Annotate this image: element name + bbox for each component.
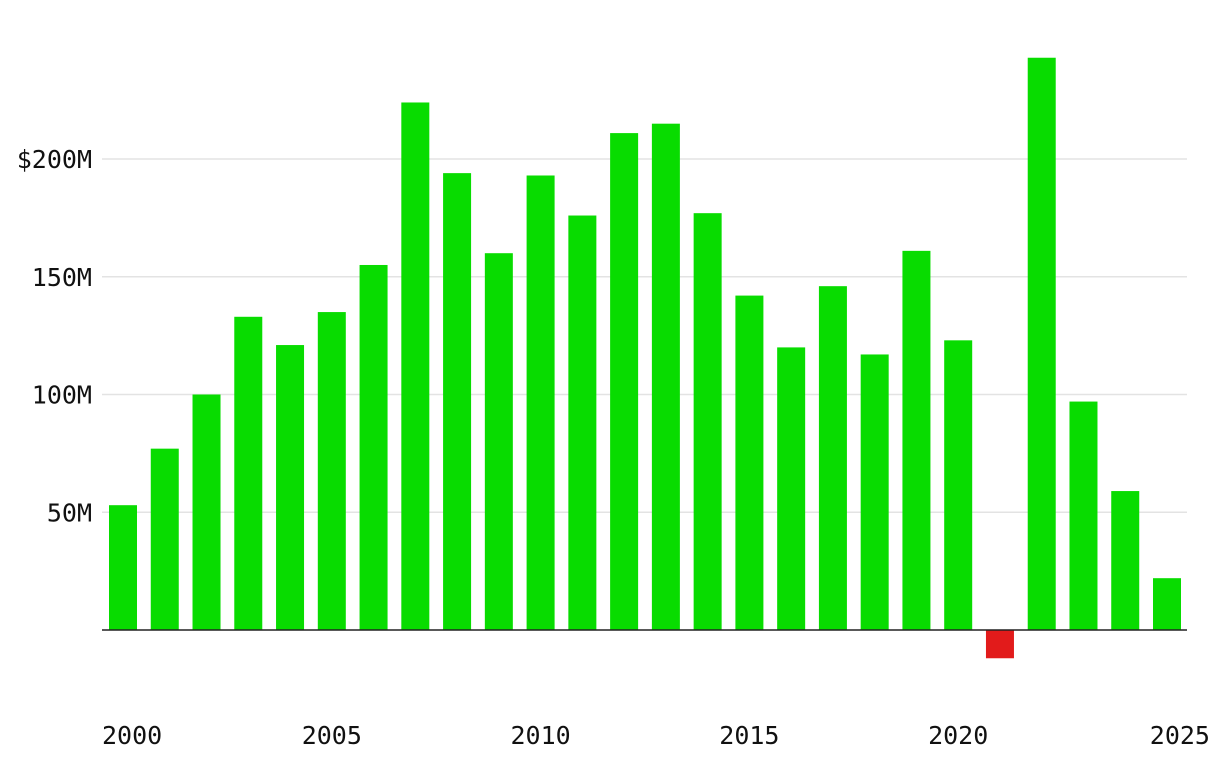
bar-2025 <box>1153 578 1181 630</box>
y-tick-label: $200M <box>17 145 92 174</box>
bar-2023 <box>1069 401 1098 630</box>
bar-2013 <box>651 123 680 631</box>
gridlines <box>102 158 1187 513</box>
bar-2000 <box>109 505 137 630</box>
y-tick-label: 100M <box>32 381 92 410</box>
y-tick-label: 50M <box>47 498 92 527</box>
x-tick-label: 2000 <box>102 721 162 750</box>
bar-2022 <box>1027 57 1056 631</box>
bar-2005 <box>317 312 346 630</box>
bar-2015 <box>735 295 764 630</box>
bar-2001 <box>150 448 179 630</box>
bar-2002 <box>192 394 221 630</box>
bar-2020 <box>944 340 973 630</box>
y-axis-tick-labels: 50M 100M 150M $200M <box>17 145 92 527</box>
bar-2019 <box>902 250 931 630</box>
bars <box>109 57 1181 659</box>
bar-2021 <box>985 630 1014 659</box>
bar-2018 <box>860 354 889 630</box>
bar-2024 <box>1111 491 1140 630</box>
x-tick-label: 2005 <box>302 721 362 750</box>
y-tick-label: 150M <box>32 263 92 292</box>
x-tick-label: 2025 <box>1150 721 1210 750</box>
bar-2016 <box>777 347 806 630</box>
x-tick-label: 2010 <box>510 721 570 750</box>
x-axis-tick-labels: 2000 2005 2010 2015 2020 2025 <box>102 721 1210 750</box>
bar-2009 <box>484 253 513 630</box>
bar-2011 <box>568 215 597 630</box>
bar-2007 <box>401 102 430 631</box>
bar-2014 <box>693 213 722 631</box>
bar-2008 <box>443 173 472 630</box>
x-tick-label: 2015 <box>719 721 779 750</box>
bar-2006 <box>359 264 388 630</box>
bar-2017 <box>818 286 847 630</box>
x-tick-label: 2020 <box>928 721 988 750</box>
bar-2004 <box>276 345 305 630</box>
bar-2012 <box>610 133 639 630</box>
bar-2003 <box>234 316 263 630</box>
bar-2010 <box>526 175 555 631</box>
